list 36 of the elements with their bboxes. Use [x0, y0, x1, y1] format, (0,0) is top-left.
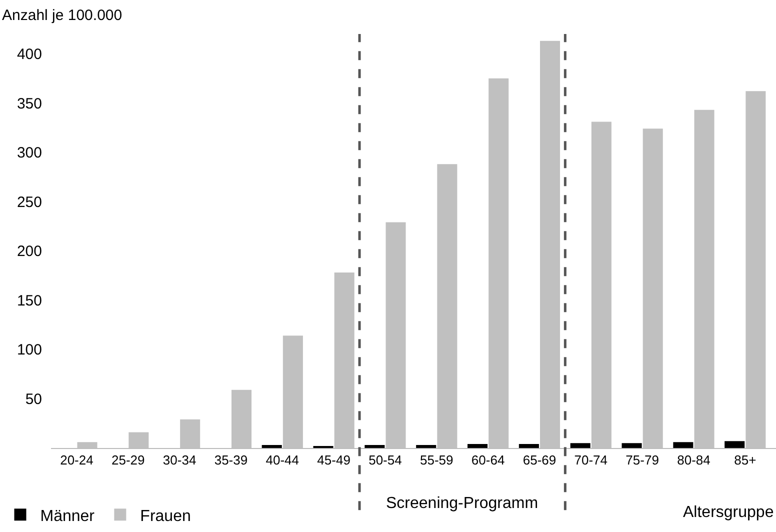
y-tick-label: 400 [16, 46, 42, 63]
bar [262, 445, 282, 448]
x-tick-label: 40-44 [266, 452, 300, 468]
x-tick-label: 85+ [734, 452, 756, 468]
x-axis-title: Altersgruppe [683, 504, 774, 521]
y-tick-label: 200 [16, 243, 42, 260]
x-tick-label: 65-69 [522, 452, 556, 468]
legend-label: Frauen [140, 508, 191, 525]
x-tick-label: 25-29 [112, 452, 145, 468]
bar [416, 445, 436, 448]
bar [468, 444, 488, 448]
x-tick-label: 50-54 [368, 452, 402, 468]
x-tick-label: 30-34 [162, 452, 196, 468]
bar [724, 441, 745, 448]
x-tick-label: 45-49 [317, 452, 350, 468]
x-tick-label: 75-79 [626, 452, 659, 468]
bar [518, 444, 539, 448]
bar [364, 445, 385, 448]
y-axis-title: Anzahl je 100.000 [2, 7, 122, 24]
bar [622, 443, 642, 448]
legend-label: Männer [40, 508, 96, 525]
x-tick-label: 55-59 [420, 452, 454, 468]
y-tick-label: 50 [25, 390, 42, 408]
x-tick-label: 80-84 [677, 452, 710, 468]
y-tick-label: 350 [16, 95, 42, 112]
bar [673, 442, 694, 448]
y-tick-label: 100 [16, 342, 42, 359]
bar [570, 443, 590, 448]
x-tick-label: 70-74 [574, 452, 608, 468]
y-tick-label: 250 [16, 194, 42, 211]
y-tick-label: 300 [16, 144, 42, 162]
text: Screening-Programm [386, 495, 538, 512]
x-tick-label: 60-64 [471, 452, 505, 468]
x-tick-label: 20-24 [60, 452, 94, 468]
x-tick-label: 35-39 [214, 452, 248, 468]
y-tick-label: 150 [16, 292, 42, 310]
